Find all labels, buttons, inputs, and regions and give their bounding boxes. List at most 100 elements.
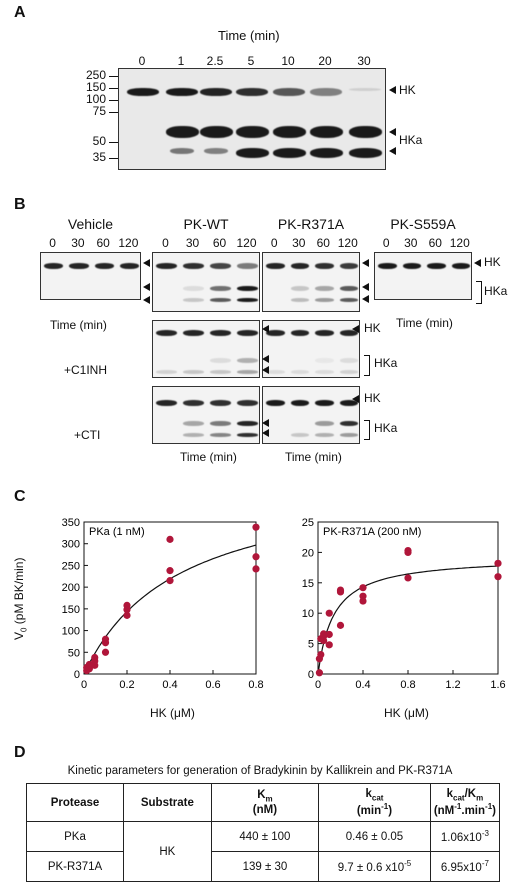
data-point (91, 653, 99, 662)
kinetic-table: Protease Substrate Km (nM) kcat (min-1) kc… (25, 783, 501, 882)
lane-time-label: 1 (177, 54, 185, 68)
hka-band-lower (339, 370, 358, 374)
y-tick-label: 100 (62, 626, 80, 638)
mw-marker-label: 50 (92, 134, 106, 148)
data-point (123, 611, 131, 619)
y-tick-label: 350 (62, 517, 80, 529)
hk-band (237, 263, 258, 269)
band-arrow (362, 295, 369, 303)
band-arrow (362, 283, 369, 291)
lane-time-label: 60 (428, 236, 442, 250)
hka-band-lower (266, 370, 285, 374)
hka-band-upper (166, 126, 199, 138)
data-point (404, 574, 412, 582)
y-tick-label: 0 (74, 669, 80, 681)
hka-band-lower (236, 148, 269, 158)
mw-marker-label: 250 (85, 68, 106, 82)
lane-time-label: 120 (118, 236, 139, 250)
hka-band-lower (349, 148, 382, 158)
hka-band-upper (210, 358, 231, 363)
hk-band (266, 263, 285, 269)
y-tick-label: 5 (308, 639, 314, 651)
hk-band (290, 330, 309, 336)
hk-band (378, 263, 397, 269)
table-row: PK-R371A 139 ± 30 9.7 ± 0.6 x10-5 6.95x1… (25, 851, 501, 882)
y-tick-label: 25 (302, 517, 314, 529)
panel-b-label: B (14, 196, 26, 213)
hka-label: HKa (484, 284, 508, 298)
mw-tick (109, 158, 118, 159)
band-arrow (474, 259, 481, 267)
band-arrow (143, 296, 150, 304)
band-arrow (352, 325, 359, 333)
hk-band (210, 263, 231, 269)
hka-band-lower (156, 370, 177, 374)
hka-band-lower (204, 148, 228, 154)
hka-band-upper (349, 126, 382, 138)
hka-bracket (476, 281, 482, 304)
hk-band (94, 263, 114, 269)
data-point (336, 586, 345, 594)
hk-band (266, 330, 285, 336)
hka-band-upper (200, 126, 233, 138)
x-tick-label: 0.8 (248, 679, 263, 691)
fit-curve (317, 565, 499, 675)
hka-label: HKa (374, 356, 398, 370)
hk-band (156, 400, 177, 406)
hka-band-lower (210, 433, 231, 437)
band-arrow (262, 429, 269, 437)
panel-a-hka-label: HKa (399, 133, 423, 147)
hka-band-upper (237, 421, 258, 426)
hka-band-upper (236, 126, 269, 138)
hk-band (183, 263, 204, 269)
panel-c-xlabel-right: HK (μM) (384, 706, 429, 720)
chart-frame (317, 521, 499, 675)
y-tick-label: 0 (308, 669, 314, 681)
lane-time-label: 30 (185, 236, 200, 250)
header-efficiency: kcat/Km (nM-1.min-1) (429, 783, 501, 822)
data-point (320, 636, 328, 645)
western-blot (262, 386, 360, 444)
group-title: PK-WT (183, 216, 229, 232)
header-protease: Protease (25, 783, 125, 822)
hk-band (127, 88, 159, 96)
lane-time-label: 30 (357, 54, 371, 68)
hka-band-upper (339, 358, 358, 363)
hka-band-upper (183, 286, 204, 291)
x-tick-label: 1.2 (445, 679, 460, 691)
hka-band-lower (273, 148, 306, 158)
mw-tick (109, 76, 118, 77)
lane-time-label: 5 (247, 54, 255, 68)
row-kcat: 0.46 ± 0.05 (318, 821, 431, 852)
data-point (359, 592, 367, 600)
hka-band-upper (310, 126, 343, 138)
hka-band-lower (339, 298, 358, 302)
data-point (252, 523, 260, 531)
hka-band-lower (183, 433, 204, 437)
data-point (252, 553, 260, 561)
x-tick-label: 0 (315, 679, 321, 691)
hka-band-lower (315, 433, 334, 437)
panel-c-ylabel: V0 (pM BK/min) (12, 557, 29, 640)
hk-band (273, 88, 305, 96)
y-tick-label: 10 (302, 608, 314, 620)
lane-time-label: 120 (449, 236, 470, 250)
panel-d-label: D (14, 744, 26, 761)
hk-band (237, 400, 258, 406)
lane-time-label: 0 (49, 236, 56, 250)
lane-time-label: 120 (337, 236, 358, 250)
chart-title: PK-R371A (200 nM) (323, 526, 421, 538)
lane-time-label: 0 (138, 54, 146, 68)
data-point (252, 565, 260, 573)
hka-band-upper (210, 421, 231, 426)
hk-band (69, 263, 89, 269)
hka-band-lower (183, 298, 204, 302)
band-arrow (362, 259, 369, 267)
hk-band (349, 88, 381, 91)
hk-band (183, 400, 204, 406)
data-point (101, 635, 110, 643)
lane-time-label: 30 (71, 236, 85, 250)
band-arrow (262, 366, 269, 374)
hka-label: HKa (374, 421, 398, 435)
